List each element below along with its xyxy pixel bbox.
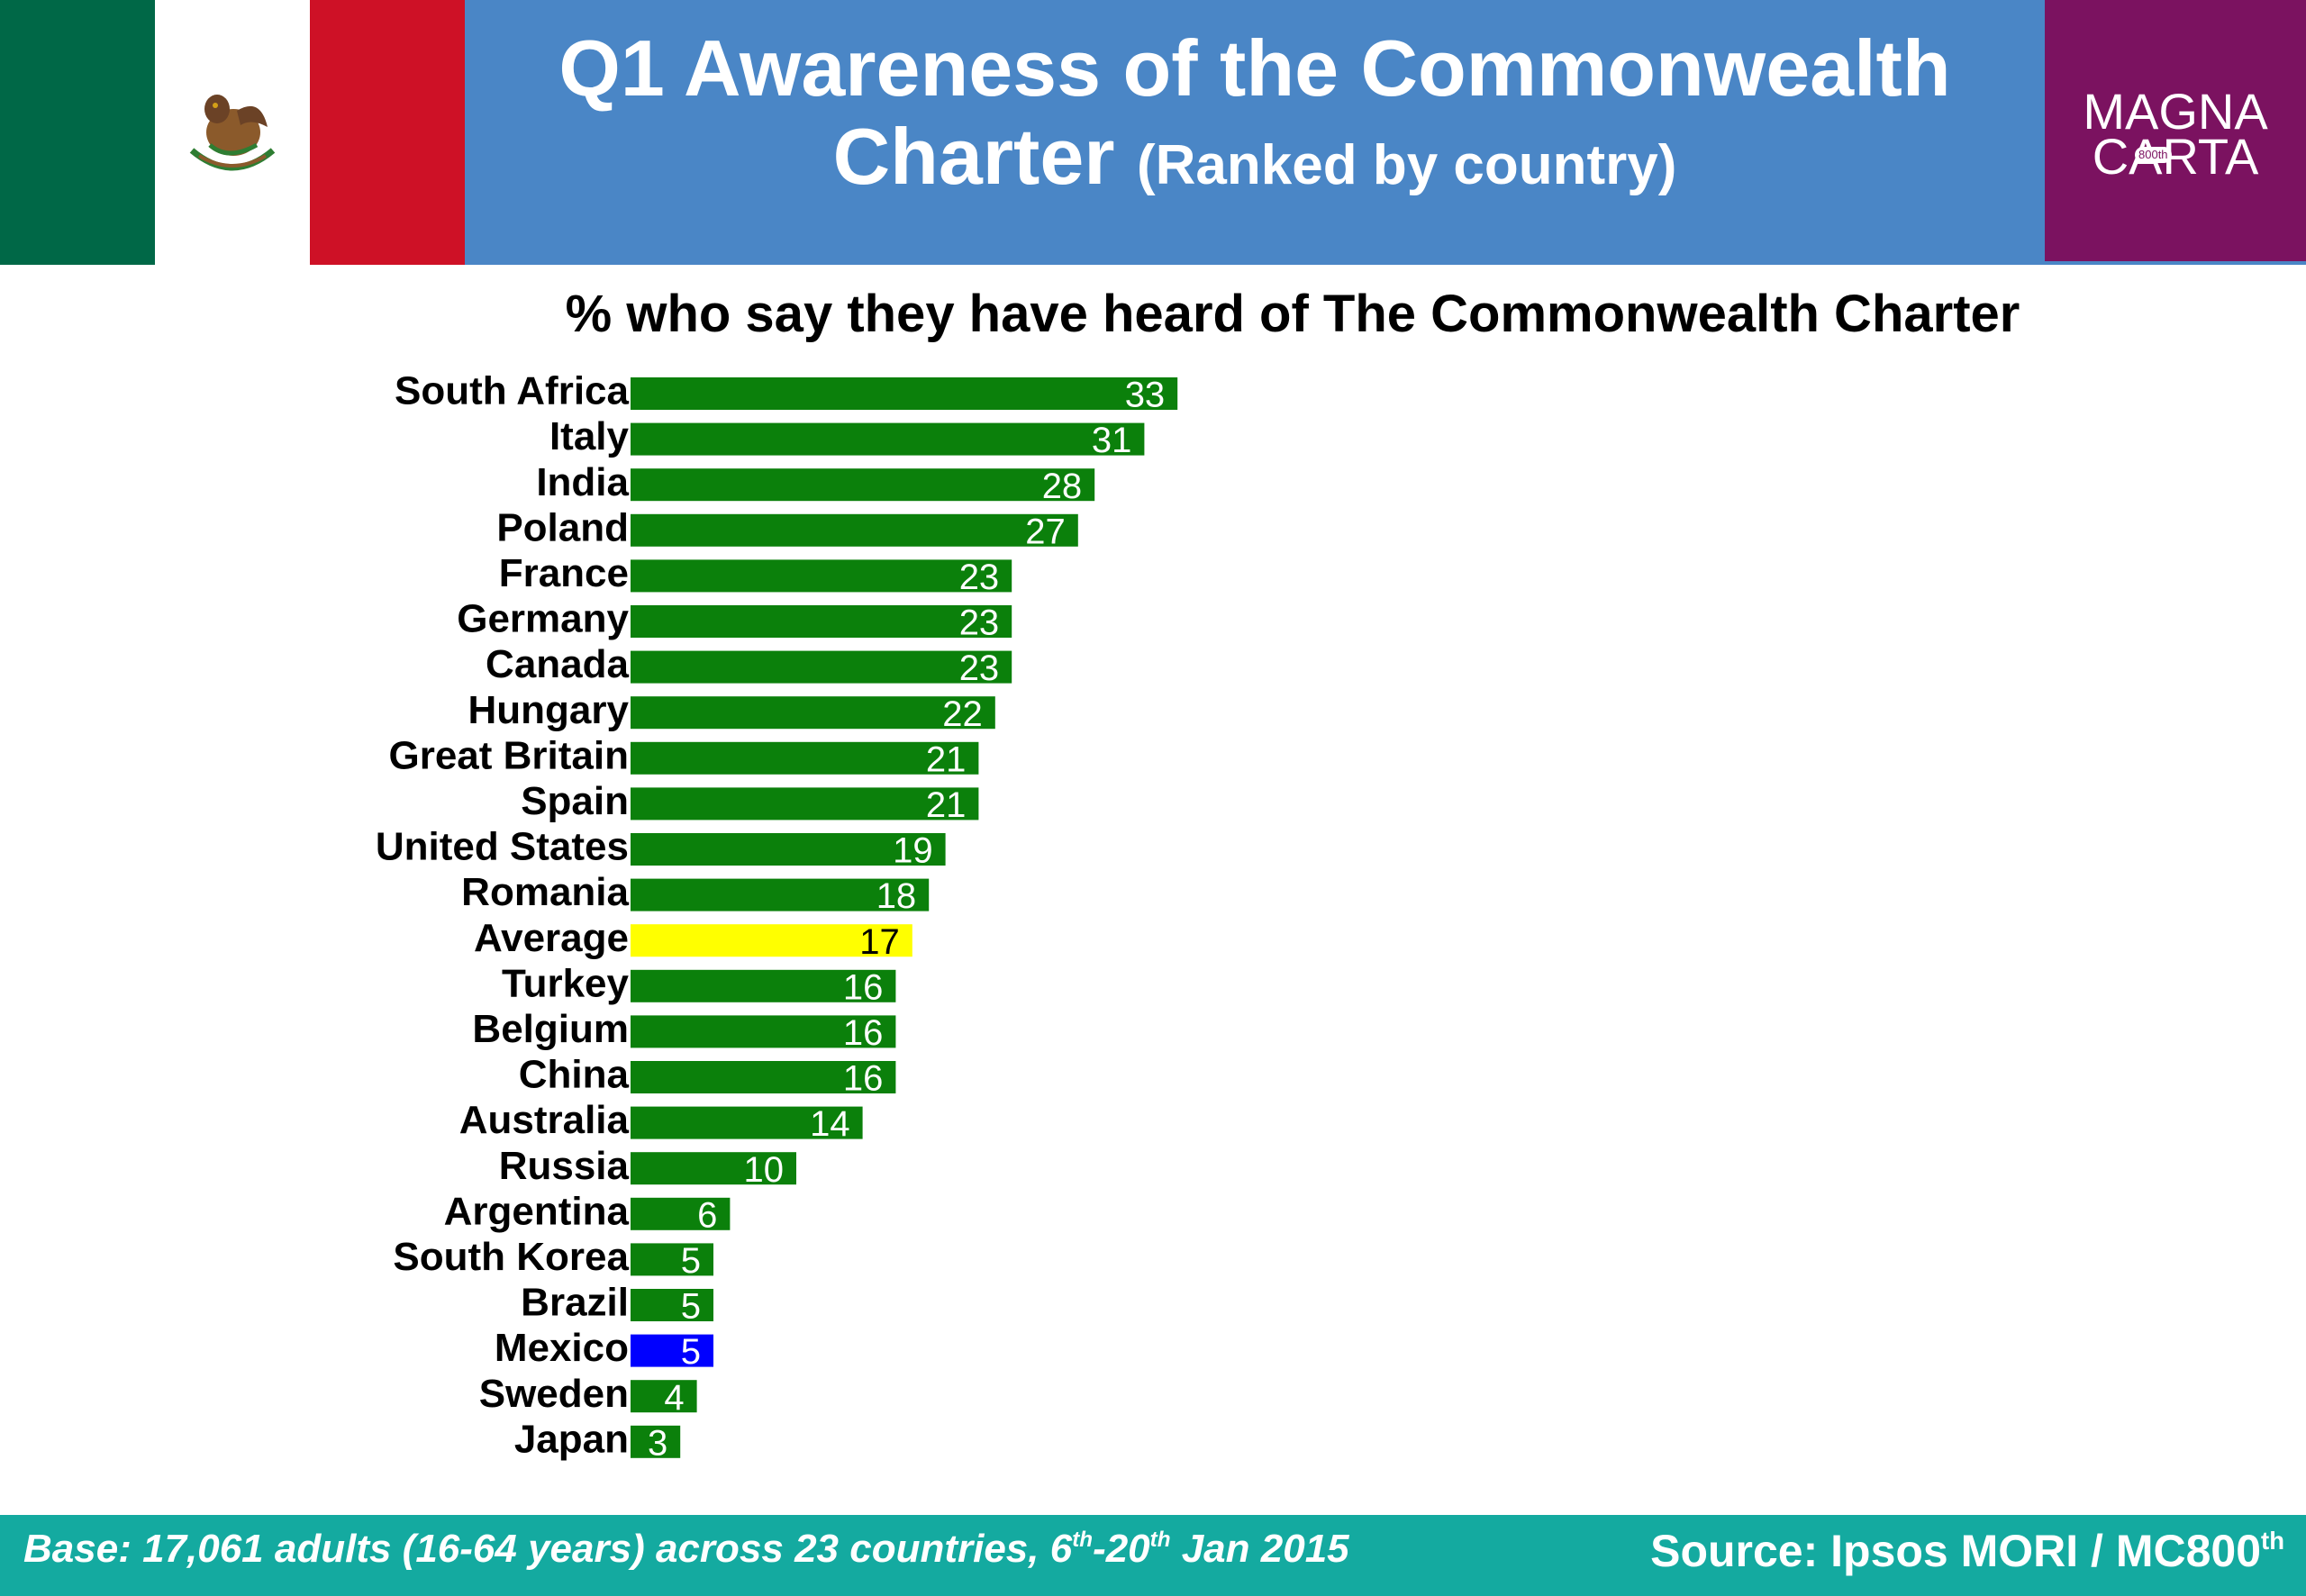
bar-australia [631,1106,863,1139]
header-banner: Q1 Awareness of the Commonwealth Charter… [0,0,2306,265]
category-label-romania: Romania [461,870,629,914]
category-label-china: China [519,1053,630,1097]
value-label-sweden: 4 [664,1378,684,1418]
value-label-romania: 18 [876,876,917,916]
bar-russia [631,1152,796,1185]
bar-turkey [631,969,896,1002]
base-note: Base: 17,061 adults (16-64 years) across… [23,1522,1349,1576]
value-label-russia: 10 [744,1150,785,1190]
source-note: Source: Ipsos MORI / MC800th [1650,1524,2284,1578]
value-label-spain: 21 [926,785,967,825]
bar-great-britain [631,741,979,775]
value-label-mexico: 5 [681,1332,701,1372]
bar-india [631,468,1095,502]
value-label-great-britain: 21 [926,739,967,779]
bar-france [631,559,1012,593]
bar-united-states [631,833,946,866]
category-label-mexico: Mexico [495,1326,629,1370]
bar-hungary [631,696,995,730]
base-sup2: th [1149,1528,1171,1553]
value-label-india: 28 [1042,467,1083,506]
logo-line1: MAGNA [2083,83,2268,140]
category-label-sweden: Sweden [479,1372,629,1416]
chart-title: % who say they have heard of The Commonw… [565,285,2020,343]
value-label-turkey: 16 [843,967,884,1007]
mexico-flag [0,0,465,265]
category-label-turkey: Turkey [502,961,630,1005]
bar-chart: South Africa 33 Italy 31 India 28 Poland 27 Fran… [376,369,1178,1463]
title-subtitle: (Ranked by country) [1137,134,1677,196]
base-sup1: th [1072,1528,1094,1553]
bar-south-africa [631,377,1178,410]
page-title: Q1 Awareness of the Commonwealth Charter… [465,0,2045,265]
bar-belgium [631,1015,896,1048]
base-mid: -20 [1093,1527,1150,1571]
category-label-south-korea: South Korea [393,1235,629,1279]
category-label-india: India [536,460,629,504]
category-label-russia: Russia [499,1144,630,1188]
bar-brazil [631,1289,713,1321]
bar-canada [631,650,1012,684]
base-prefix: Base: 17,061 adults (16-64 years) across… [23,1527,1073,1571]
category-label-belgium: Belgium [472,1007,629,1051]
bar-south-korea [631,1243,713,1276]
value-label-brazil: 5 [681,1287,701,1327]
bar-spain [631,787,979,821]
value-label-south-africa: 33 [1125,376,1166,415]
value-label-germany: 23 [959,603,1000,643]
logo-badge: 800th [2135,147,2172,163]
category-label-italy: Italy [549,414,630,458]
value-label-belgium: 16 [843,1013,884,1053]
category-label-canada: Canada [486,642,629,686]
category-label-united-states: United States [376,825,629,869]
title-line1: Q1 Awareness of the Commonwealth [558,23,1951,113]
category-label-hungary: Hungary [468,688,630,732]
value-label-average: 17 [859,922,900,962]
bar-poland [631,513,1078,547]
magna-carta-logo: MAGNA CARTA 800th [2045,0,2306,261]
bar-sweden [631,1380,697,1413]
category-label-australia: Australia [459,1098,630,1142]
logo-line2: CARTA [2092,128,2259,185]
value-label-poland: 27 [1025,512,1066,551]
category-label-south-africa: South Africa [395,369,629,413]
value-label-united-states: 19 [893,831,933,871]
title-line2: Charter (Ranked by country) [465,112,2045,211]
flag-red-stripe [310,0,465,265]
bar-italy [631,422,1145,456]
eagle-emblem-icon [189,95,276,171]
source-sup: th [2261,1526,2284,1555]
flag-green-stripe [0,0,155,265]
bar-japan [631,1425,681,1458]
footer-bar: Base: 17,061 adults (16-64 years) across… [0,1515,2306,1596]
value-label-japan: 3 [648,1423,667,1463]
value-label-hungary: 22 [942,694,983,734]
value-label-canada: 23 [959,648,1000,688]
base-suffix: Jan 2015 [1170,1527,1349,1571]
value-label-italy: 31 [1092,421,1132,460]
value-label-china: 16 [843,1059,884,1099]
category-label-argentina: Argentina [444,1189,630,1233]
value-label-france: 23 [959,558,1000,597]
category-label-average: Average [474,916,629,960]
category-label-germany: Germany [457,597,629,641]
category-label-france: France [499,551,629,595]
category-label-spain: Spain [521,779,629,823]
bar-china [631,1061,896,1093]
title-main-word: Charter [832,112,1115,201]
bar-germany [631,605,1012,638]
category-label-poland: Poland [496,505,629,549]
category-label-brazil: Brazil [521,1281,629,1325]
value-label-argentina: 6 [697,1195,717,1235]
bar-average [631,924,912,957]
bar-mexico [631,1334,713,1367]
bar-romania [631,878,930,911]
category-label-japan: Japan [514,1417,629,1461]
category-label-great-britain: Great Britain [388,733,629,777]
value-label-australia: 14 [810,1104,850,1144]
value-label-south-korea: 5 [681,1241,701,1281]
bar-argentina [631,1197,731,1230]
source-prefix: Source: Ipsos MORI / MC800 [1650,1526,2262,1576]
flag-white-stripe [155,0,310,265]
